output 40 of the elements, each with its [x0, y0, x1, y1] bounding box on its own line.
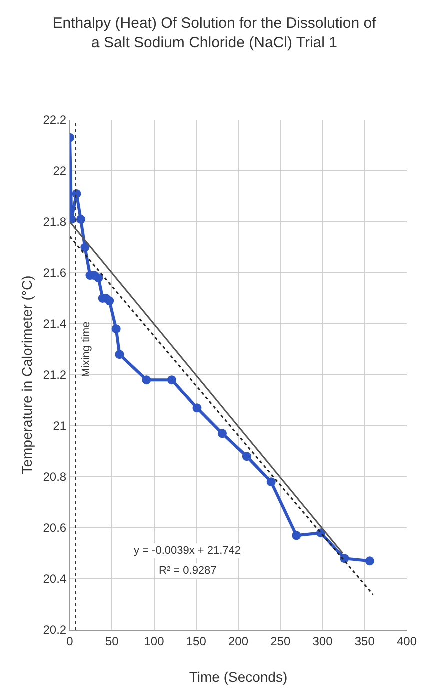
x-axis-title: Time (Seconds) [189, 669, 288, 685]
point [105, 296, 114, 306]
point [192, 404, 202, 413]
y-tick-label: 22 [53, 164, 67, 178]
point [365, 556, 374, 566]
x-tick-label: 250 [270, 634, 291, 648]
chart-title: Enthalpy (Heat) Of Solution for the Dissolution of a Salt Sodium Chloride (NaCl) Trial 1 [52, 15, 378, 52]
y-axis-title: Temperature in Calorimeter (°C) [19, 276, 35, 474]
y-tick-label: 21.2 [43, 368, 67, 382]
x-tick-label: 50 [105, 634, 120, 648]
x-tick-label: 150 [186, 634, 207, 648]
point [266, 478, 276, 487]
y-tick-label: 21.6 [43, 266, 67, 280]
point [76, 214, 86, 224]
x-tick-label: 0 [66, 634, 74, 648]
y-tick-label: 21 [53, 419, 67, 434]
point [115, 350, 124, 360]
y-tick-label: 20.2 [43, 623, 67, 638]
x-tick-label: 100 [144, 634, 165, 648]
point [80, 243, 90, 252]
point [142, 376, 152, 385]
y-tick-label: 20.6 [43, 521, 67, 536]
point [112, 324, 121, 334]
point [242, 452, 252, 462]
x-tick-label: 400 [396, 634, 418, 648]
annotation: y = -0.0039x + 21.742 [134, 545, 242, 557]
point [292, 531, 302, 540]
x-tick-label: 200 [228, 634, 249, 648]
point [94, 274, 104, 283]
x-tick-label: 300 [312, 634, 334, 648]
y-tick-label: 21.4 [43, 317, 67, 332]
point [167, 376, 176, 385]
annotation: R² = 0.9287 [159, 565, 217, 577]
y-tick-label: 20.8 [43, 470, 67, 484]
x-tick-label: 350 [354, 634, 376, 648]
y-tick-label: 21.8 [43, 215, 67, 230]
y-tick-label: 20.4 [43, 572, 67, 586]
ref-line-label: Mixing time [80, 322, 92, 378]
point [218, 429, 227, 438]
y-tick-label: 22.2 [43, 113, 67, 128]
